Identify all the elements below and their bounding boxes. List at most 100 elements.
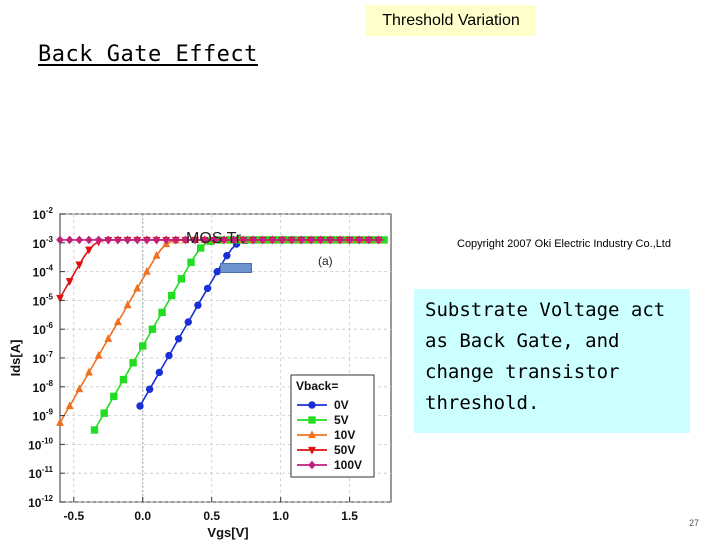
data-point-diamond bbox=[152, 235, 161, 245]
data-point-triangle-up bbox=[65, 401, 74, 410]
data-point-circle bbox=[223, 251, 231, 260]
data-point-diamond bbox=[65, 235, 74, 245]
data-point-diamond bbox=[249, 235, 257, 245]
slide-badge: Threshold Variation bbox=[366, 5, 536, 36]
data-point-triangle-up bbox=[133, 283, 142, 292]
data-point-diamond bbox=[191, 235, 199, 245]
y-tick-label: 10-9 bbox=[33, 408, 54, 424]
data-point-diamond bbox=[210, 235, 219, 245]
x-tick-label: 1.5 bbox=[341, 509, 358, 523]
y-tick-labels: 10-2 10-3 10-4 10-5 10-6 10-7 10-8 10-9 10-10 10-… bbox=[28, 206, 65, 510]
chart-container: 10-2 10-3 10-4 10-5 10-6 10-7 10-8 10-9 10-10 10-… bbox=[0, 200, 400, 540]
y-tick-label: 10-8 bbox=[33, 379, 54, 395]
legend-label: 10V bbox=[334, 428, 355, 442]
copyright-text: Copyright 2007 Oki Electric Industry Co.… bbox=[457, 238, 671, 250]
data-point-square bbox=[129, 359, 137, 367]
data-point-diamond bbox=[307, 235, 315, 245]
legend-entry-100v: 100V bbox=[297, 458, 362, 472]
data-point-diamond bbox=[239, 235, 248, 245]
legend-label: 0V bbox=[334, 398, 349, 412]
data-point-circle bbox=[145, 385, 154, 393]
y-tick-label: 10-11 bbox=[29, 465, 54, 481]
data-point-square bbox=[158, 308, 166, 317]
x-tick-label: 0.0 bbox=[134, 509, 151, 523]
y-tick-label: 10-2 bbox=[33, 206, 54, 222]
data-point-triangle-up bbox=[308, 430, 316, 439]
data-point-triangle-up bbox=[75, 384, 84, 393]
data-point-diamond bbox=[162, 235, 170, 245]
data-point-diamond bbox=[365, 235, 373, 245]
data-point-diamond bbox=[336, 235, 344, 245]
mos-pointer-marker bbox=[220, 263, 252, 273]
data-point-square bbox=[110, 392, 118, 401]
panel-label: (a) bbox=[318, 254, 333, 268]
y-tick-label: 10-10 bbox=[28, 436, 53, 452]
data-point-triangle-up bbox=[104, 334, 113, 342]
data-point-diamond bbox=[374, 235, 383, 245]
legend-entry-0v: 0V bbox=[297, 398, 349, 412]
data-point-circle bbox=[155, 368, 164, 377]
x-tick-label: -0.5 bbox=[63, 509, 84, 523]
mos-transistor-label: MOS Tr. bbox=[186, 230, 245, 247]
data-point-triangle-down bbox=[308, 446, 316, 455]
data-point-square bbox=[100, 409, 108, 417]
data-point-triangle-down bbox=[75, 261, 84, 270]
data-point-square bbox=[119, 375, 128, 384]
data-point-diamond bbox=[308, 460, 316, 470]
y-tick-label: 10-5 bbox=[33, 292, 54, 308]
data-point-diamond bbox=[355, 235, 364, 245]
data-point-triangle-up bbox=[56, 418, 64, 426]
legend-entry-5v: 5V bbox=[297, 413, 349, 427]
data-point-diamond bbox=[56, 235, 64, 245]
data-point-triangle-down bbox=[85, 246, 93, 255]
data-point-triangle-up bbox=[152, 250, 161, 259]
data-point-diamond bbox=[278, 235, 286, 245]
data-point-diamond bbox=[114, 235, 122, 245]
data-point-circle bbox=[184, 318, 192, 326]
ids-vgs-chart: 10-2 10-3 10-4 10-5 10-6 10-7 10-8 10-9 10-10 10-… bbox=[8, 206, 392, 540]
data-point-circle bbox=[174, 335, 183, 343]
data-point-square bbox=[187, 258, 195, 267]
data-point-triangle-down bbox=[56, 294, 64, 303]
data-point-circle bbox=[136, 402, 144, 410]
data-point-diamond bbox=[123, 235, 132, 245]
legend-entry-50v: 50V bbox=[297, 443, 355, 457]
page-number: 27 bbox=[689, 518, 700, 528]
data-point-diamond bbox=[143, 235, 151, 245]
data-point-triangle-up bbox=[123, 300, 132, 309]
data-point-square bbox=[148, 325, 157, 333]
legend-box bbox=[290, 374, 375, 478]
legend-label: 5V bbox=[334, 413, 349, 427]
y-axis-label: Ids[A] bbox=[8, 340, 23, 377]
data-point-diamond bbox=[345, 235, 354, 245]
y-tick-label: 10-3 bbox=[33, 235, 54, 251]
data-point-diamond bbox=[94, 235, 103, 245]
data-point-circle bbox=[165, 351, 173, 360]
y-tick-label: 10-4 bbox=[33, 264, 54, 280]
x-tick-label: 0.5 bbox=[203, 509, 220, 523]
y-tick-label: 10-6 bbox=[33, 321, 54, 337]
x-tick-labels: -0.5 0.0 0.5 1.0 1.5 bbox=[63, 497, 358, 523]
data-point-diamond bbox=[172, 235, 180, 245]
data-point-square bbox=[177, 275, 186, 283]
data-point-diamond bbox=[201, 235, 209, 245]
data-point-triangle-up bbox=[143, 267, 151, 275]
data-point-triangle-up bbox=[94, 350, 103, 359]
explanation-note: Substrate Voltage act as Back Gate, and … bbox=[414, 289, 690, 433]
data-point-diamond bbox=[258, 235, 267, 245]
data-point-diamond bbox=[85, 235, 93, 245]
y-tick-label: 10-7 bbox=[33, 350, 54, 366]
legend-title: Vback= bbox=[296, 379, 338, 393]
data-point-diamond bbox=[220, 235, 228, 245]
data-point-diamond bbox=[104, 235, 113, 245]
x-tick-label: 1.0 bbox=[272, 509, 289, 523]
series-100v bbox=[56, 235, 384, 245]
data-point-diamond bbox=[75, 235, 84, 245]
data-point-diamond bbox=[181, 235, 190, 245]
data-point-diamond bbox=[133, 235, 142, 245]
legend-entry-10v: 10V bbox=[297, 428, 355, 442]
legend-label: 100V bbox=[334, 458, 362, 472]
legend-label: 50V bbox=[334, 443, 355, 457]
data-point-square bbox=[196, 244, 205, 252]
